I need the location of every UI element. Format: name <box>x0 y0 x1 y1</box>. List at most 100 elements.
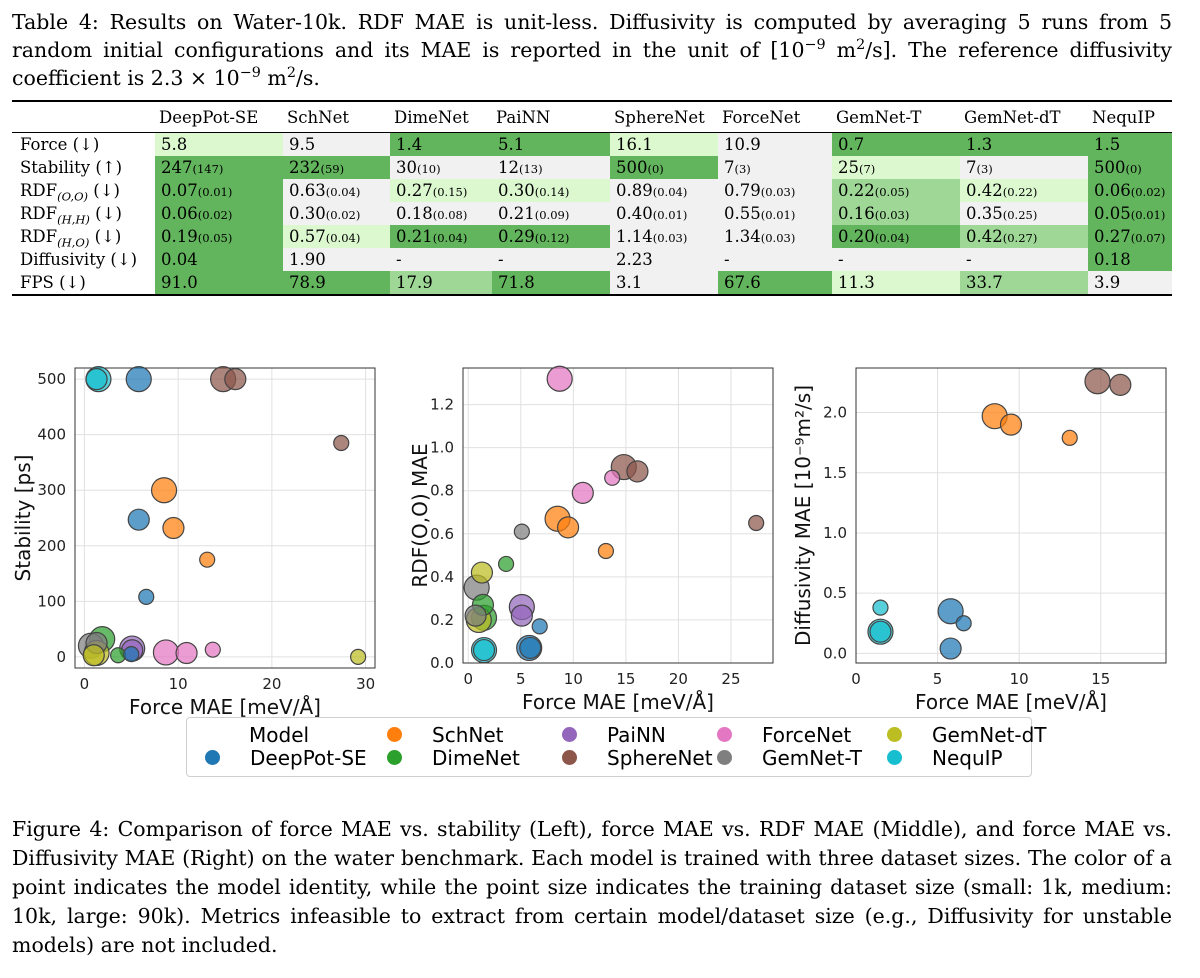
table-row: FPS (↓) 91.0 78.9 17.9 71.8 3.1 67.6 11.3 33.7 3.… <box>12 271 1172 296</box>
point-forcenet <box>604 469 621 486</box>
table-cell: 0.79(0.03) <box>718 179 832 202</box>
results-table: DeepPot-SE SchNet DimeNet PaiNN SphereNet For… <box>12 100 1172 296</box>
point-deeppot-se <box>519 636 542 660</box>
point-schnet <box>556 516 580 539</box>
point-deeppot-se <box>937 598 964 625</box>
legend-item-painn: PaiNN <box>562 724 666 746</box>
x-tick-label: 10 <box>169 675 188 693</box>
column-header-deeppot-se: DeepPot-SE <box>155 100 283 133</box>
table-cell: 0.04 <box>155 248 283 271</box>
y-axis-label: Stability [ps] <box>11 455 35 582</box>
y-tick-label: 0.6 <box>430 525 454 543</box>
y-tick-label: 300 <box>37 481 66 499</box>
table-cell: 17.9 <box>390 271 492 296</box>
plot-frame <box>74 367 376 669</box>
legend-item-nequip: NequIP <box>887 747 1003 769</box>
table-cell: 0.27(0.15) <box>390 179 492 202</box>
y-axis-label: Diffusivity MAE [10⁻⁹m²/s] <box>791 385 815 646</box>
legend-dot-icon <box>717 750 732 765</box>
legend-item-gemnet-t: GemNet-T <box>717 747 862 769</box>
point-schnet <box>199 551 216 568</box>
point-dimenet <box>497 555 515 573</box>
table-row: RDF(H,H) (↓) 0.06(0.02) 0.30(0.02) 0.18(0.0… <box>12 202 1172 225</box>
x-tick-label: 30 <box>356 675 375 693</box>
table-cell: - <box>832 248 960 271</box>
legend-dot-icon <box>562 727 577 742</box>
table-cell: 0.18 <box>1088 248 1172 271</box>
row-label: RDF(H,H) (↓) <box>20 204 122 227</box>
table-cell: 1.5 <box>1088 132 1172 156</box>
y-tick-label: 0.0 <box>823 644 847 662</box>
table-row: Force (↓) 5.8 9.5 1.4 5.1 16.1 10.9 0.7 1.3 1.5 <box>12 132 1172 156</box>
table-cell: 30(10) <box>390 156 492 179</box>
table-cell: 25(7) <box>832 156 960 179</box>
point-deeppot-se <box>127 508 150 531</box>
point-gemnet-t <box>464 604 487 627</box>
y-tick-label: 2.0 <box>823 404 847 422</box>
table-cell: 1.14(0.03) <box>610 225 718 248</box>
table-cell: 0.35(0.25) <box>960 202 1088 225</box>
point-schnet <box>999 413 1023 436</box>
table-row: RDF(O,O) (↓) 0.07(0.01) 0.63(0.04) 0.27(0.1… <box>12 179 1172 202</box>
table-cell: 0.63(0.04) <box>283 179 390 202</box>
point-spherenet <box>333 434 350 452</box>
row-label: FPS (↓) <box>12 271 155 296</box>
table-cell: 0.30(0.14) <box>492 179 610 202</box>
table-cell: 7(3) <box>718 156 832 179</box>
table-cell: - <box>390 248 492 271</box>
table-cell: 0.89(0.04) <box>610 179 718 202</box>
point-gemnet-t <box>513 523 530 540</box>
point-forcenet <box>204 641 221 658</box>
row-label: RDF(O,O) (↓) <box>20 181 120 204</box>
plot-frame <box>855 367 1167 664</box>
legend-title: Model <box>249 723 310 747</box>
y-axis-label: RDF(O,O) MAE <box>408 443 432 587</box>
x-tick-label: 5 <box>516 670 526 688</box>
table-cell: 5.1 <box>492 132 610 156</box>
table-row: Diffusivity (↓) 0.04 1.90- -2.23- - -0.18 <box>12 248 1172 271</box>
table-cell: 0.05(0.01) <box>1088 202 1172 225</box>
table-caption: Table 4: Results on Water-10k. RDF MAE i… <box>12 10 1172 90</box>
point-deeppot-se <box>138 588 155 605</box>
y-tick-label: 200 <box>37 537 66 555</box>
y-tick-label: 1.0 <box>823 524 847 542</box>
table-cell: 16.1 <box>610 132 718 156</box>
y-tick-label: 0.4 <box>430 568 454 586</box>
table-cell: 33.7 <box>960 271 1088 296</box>
point-schnet <box>150 477 178 504</box>
legend-item-schnet: SchNet <box>387 724 503 746</box>
table-cell: 0.57(0.04) <box>283 225 390 248</box>
table-cell: 67.6 <box>718 271 832 296</box>
table-cell: 0.27(0.07) <box>1088 225 1172 248</box>
point-forcenet <box>546 365 573 392</box>
y-tick-label: 0 <box>56 648 66 666</box>
legend-item-deeppot-se: DeepPot-SE <box>205 747 367 769</box>
point-schnet <box>597 542 615 560</box>
point-deeppot-se <box>955 615 972 632</box>
table-cell: 10.9 <box>718 132 832 156</box>
x-tick-label: 20 <box>669 670 688 688</box>
y-tick-label: 0.2 <box>430 611 454 629</box>
column-header-nequip: NequIP <box>1088 100 1172 133</box>
x-tick-label: 15 <box>1091 670 1110 688</box>
y-tick-label: 1.0 <box>430 439 454 457</box>
legend-dot-icon <box>887 750 902 765</box>
x-tick-label: 0 <box>463 670 473 688</box>
table-cell: 9.5 <box>283 132 390 156</box>
table-cell: 0.21(0.04) <box>390 225 492 248</box>
x-tick-label: 25 <box>721 670 740 688</box>
point-gemnet-dt <box>350 648 367 665</box>
point-schnet <box>1061 429 1078 446</box>
y-tick-label: 1.5 <box>823 464 847 482</box>
table-cell: 232(59) <box>283 156 390 179</box>
table-cell: 2.23 <box>610 248 718 271</box>
legend-item-forcenet: ForceNet <box>717 724 851 746</box>
legend-dot-icon <box>887 727 902 742</box>
diffusivity-scatter-plot: 0 5 10 15 0.0 0.5 1.0 1.5 2.0 Force MAE [meV/Å] Di… <box>791 367 1167 714</box>
table-cell: 0.07(0.01) <box>155 179 283 202</box>
table-cell: 3.9 <box>1088 271 1172 296</box>
point-spherenet <box>224 368 247 391</box>
column-header-dimenet: DimeNet <box>390 100 492 133</box>
column-header-forcenet: ForceNet <box>718 100 832 133</box>
row-label: Force (↓) <box>20 135 100 154</box>
